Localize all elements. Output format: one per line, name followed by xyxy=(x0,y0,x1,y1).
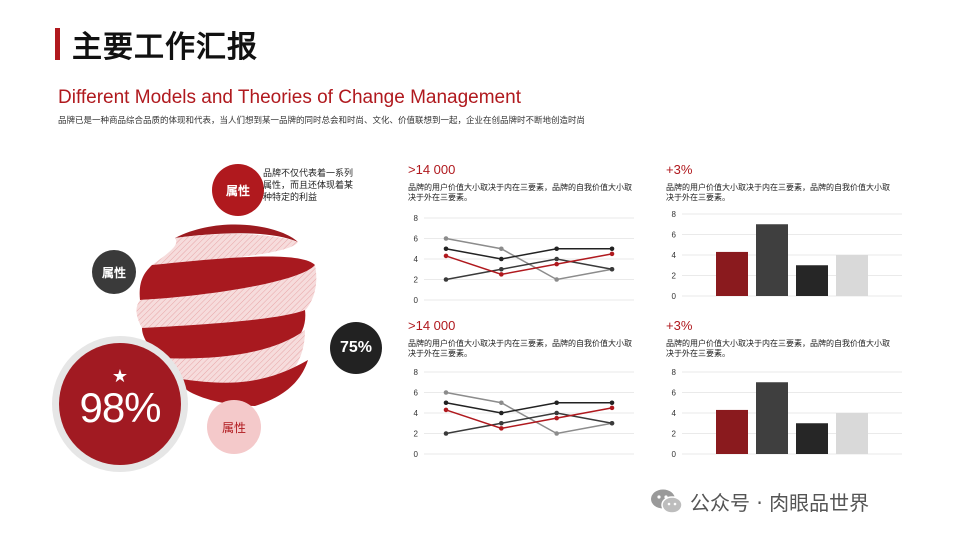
bar-chart-2: 0 2 4 6 8 xyxy=(672,368,902,459)
data-point-dark xyxy=(443,431,449,436)
data-point-black xyxy=(443,400,449,406)
data-point-black xyxy=(609,246,615,252)
bar-A xyxy=(716,251,748,296)
panel-title: >14 000 xyxy=(408,162,456,177)
panel-title: +3% xyxy=(666,162,693,177)
data-point-dark xyxy=(499,420,504,426)
star-icon: ★ xyxy=(111,366,129,387)
y-tick-label: 2 xyxy=(672,430,677,439)
data-point-red xyxy=(499,272,504,277)
data-point-red xyxy=(443,253,449,259)
data-point-red xyxy=(443,407,449,413)
data-point-black xyxy=(554,246,559,252)
data-point-dark xyxy=(499,266,504,272)
ribbon-spiral-graphic xyxy=(136,224,317,406)
bar-C xyxy=(796,265,828,296)
y-tick-label: 0 xyxy=(672,292,677,301)
y-tick-label: 8 xyxy=(672,210,677,219)
y-tick-label: 4 xyxy=(672,251,677,260)
attribute-badge-top: 属性 xyxy=(212,164,264,216)
data-point-black xyxy=(443,246,449,252)
bar-C xyxy=(796,423,828,454)
line-chart-2: 0 2 4 6 8 xyxy=(414,368,634,459)
page-description: 品牌已是一种商品综合品质的体现和代表，当人们想到某一品牌的同时总会和时尚、文化、… xyxy=(58,116,586,126)
data-point-black xyxy=(554,400,559,406)
series-line-red xyxy=(445,407,613,430)
y-tick-label: 6 xyxy=(672,389,677,398)
data-point-dark xyxy=(609,266,615,272)
y-tick-label: 2 xyxy=(672,272,677,281)
percent-badge-98: ★ 98% xyxy=(52,336,188,472)
chart-panel-1: >14 000 品牌的用户价值大小取决于内在三要素，品牌的自我价值大小取决于外在… xyxy=(408,162,638,305)
bar-D xyxy=(836,255,868,296)
data-point-red xyxy=(609,251,615,257)
data-point-gray xyxy=(499,400,504,406)
y-tick-label: 8 xyxy=(672,368,677,377)
y-tick-label: 2 xyxy=(414,276,419,285)
data-point-dark xyxy=(554,410,559,416)
y-tick-label: 4 xyxy=(672,409,677,418)
page-subtitle: Different Models and Theories of Change … xyxy=(58,87,521,108)
data-point-black xyxy=(499,256,504,262)
series-line-dark xyxy=(445,412,613,435)
panel-text: 品牌的用户价值大小取决于内在三要素，品牌的自我价值大小取决于外在三要素。 xyxy=(666,183,890,202)
chart-panel-2: +3% 品牌的用户价值大小取决于内在三要素，品牌的自我价值大小取决于外在三要素。… xyxy=(666,162,902,301)
chart-panel-4: +3% 品牌的用户价值大小取决于内在三要素，品牌的自我价值大小取决于外在三要素。… xyxy=(666,318,902,459)
data-point-dark xyxy=(554,256,559,262)
bar-D xyxy=(836,413,868,454)
data-point-gray xyxy=(443,390,449,395)
series-line-black xyxy=(445,402,612,414)
watermark-text: 公众号 · 肉眼品世界 xyxy=(690,491,870,515)
attribute-badge-bottom: 属性 xyxy=(207,400,261,454)
y-tick-label: 8 xyxy=(414,368,419,377)
series-line-dark xyxy=(445,258,613,281)
series-line-red xyxy=(445,253,613,276)
y-tick-label: 0 xyxy=(672,450,677,459)
y-tick-label: 4 xyxy=(414,255,419,264)
title-accent-bar xyxy=(55,28,60,60)
data-point-gray xyxy=(554,431,559,436)
panel-text: 品牌的用户价值大小取决于内在三要素，品牌的自我价值大小取决于外在三要素。 xyxy=(666,339,890,358)
y-tick-label: 4 xyxy=(414,409,419,418)
wechat-icon xyxy=(651,489,683,514)
y-tick-label: 0 xyxy=(414,450,419,459)
y-tick-label: 8 xyxy=(414,214,419,223)
panel-text: 品牌的用户价值大小取决于内在三要素，品牌的自我价值大小取决于外在三要素。 xyxy=(408,339,632,358)
bar-B xyxy=(756,224,788,296)
data-point-dark xyxy=(609,420,615,426)
data-point-red xyxy=(499,426,504,431)
data-point-red xyxy=(609,405,615,411)
data-point-black xyxy=(609,400,615,406)
data-point-gray xyxy=(499,246,504,252)
y-tick-label: 0 xyxy=(414,296,419,305)
panel-title: >14 000 xyxy=(408,318,456,333)
data-point-dark xyxy=(443,277,449,282)
watermark: 公众号 · 肉眼品世界 xyxy=(650,487,869,516)
attribute-note: 品牌不仅代表着一系列属性，而且还体现着某种特定的利益 xyxy=(263,169,354,203)
y-tick-label: 2 xyxy=(414,430,419,439)
chart-panel-3: >14 000 品牌的用户价值大小取决于内在三要素，品牌的自我价值大小取决于外在… xyxy=(408,318,638,459)
percent-badge-75: 75% xyxy=(330,322,382,374)
series-line-black xyxy=(445,248,612,260)
bar-chart-1: 0 2 4 6 8 xyxy=(672,210,902,301)
y-tick-label: 6 xyxy=(672,231,677,240)
percent-badge-98-value: 98% xyxy=(79,384,161,431)
data-point-gray xyxy=(443,236,449,241)
y-tick-label: 6 xyxy=(414,389,419,398)
data-point-red xyxy=(554,261,559,267)
panel-title: +3% xyxy=(666,318,693,333)
y-tick-label: 6 xyxy=(414,235,419,244)
data-point-black xyxy=(499,410,504,416)
bar-A xyxy=(716,409,748,454)
panel-text: 品牌的用户价值大小取决于内在三要素，品牌的自我价值大小取决于外在三要素。 xyxy=(408,183,632,202)
bar-B xyxy=(756,382,788,454)
line-chart-1: 0 2 4 6 8 xyxy=(414,214,634,305)
data-point-red xyxy=(554,415,559,421)
attribute-badge-left: 属性 xyxy=(92,250,136,294)
page-title: 主要工作汇报 xyxy=(72,30,258,65)
data-point-gray xyxy=(554,277,559,282)
